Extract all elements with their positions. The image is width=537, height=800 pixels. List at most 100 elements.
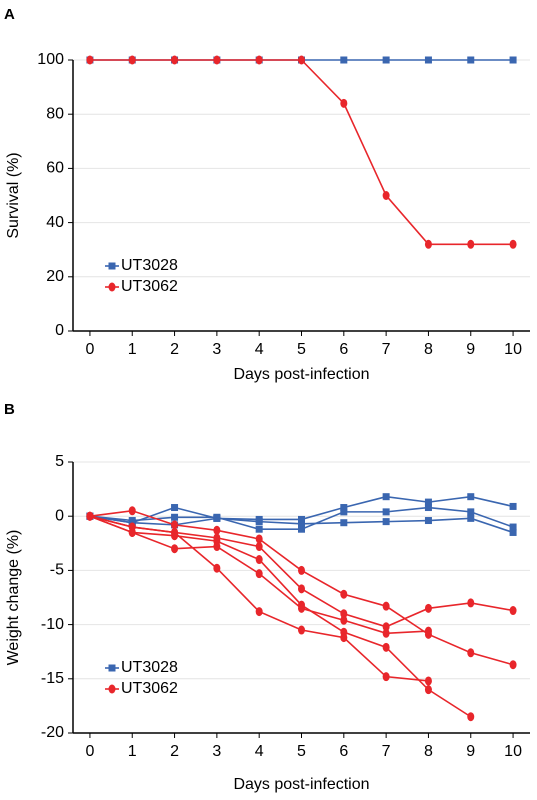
data-point (255, 55, 263, 65)
data-point (171, 504, 179, 512)
y-tick-label: -20 (41, 724, 64, 741)
legend-marker (108, 262, 116, 270)
x-tick-label: 2 (170, 341, 179, 358)
data-point (467, 598, 475, 608)
data-point (171, 55, 179, 65)
data-point (298, 515, 305, 523)
series-line (89, 515, 472, 718)
x-tick-label: 1 (128, 341, 137, 358)
data-point (467, 56, 475, 64)
data-point (467, 514, 475, 522)
x-tick-label: 7 (382, 743, 391, 760)
data-point (298, 520, 305, 528)
legend-label: UT3062 (121, 278, 178, 295)
data-point (213, 563, 221, 573)
x-tick-label: 6 (339, 341, 348, 358)
data-point (340, 615, 348, 625)
x-tick-label: 5 (297, 743, 306, 760)
data-point (340, 98, 348, 108)
series-line (89, 59, 514, 246)
legend-label: UT3062 (121, 680, 178, 697)
data-point (509, 528, 517, 536)
data-point (467, 712, 475, 722)
legend-marker (108, 664, 116, 672)
data-point (424, 603, 432, 613)
data-point (424, 685, 432, 695)
data-point (255, 518, 263, 526)
x-tick-label: 6 (339, 743, 348, 760)
x-tick-label: 5 (297, 341, 306, 358)
data-point (213, 525, 221, 535)
data-point (424, 504, 432, 512)
legend-label: UT3028 (121, 257, 178, 274)
data-point (509, 502, 517, 510)
x-tick-label: 1 (128, 743, 137, 760)
data-point (171, 527, 179, 537)
data-point (467, 493, 475, 501)
data-point (509, 606, 517, 616)
x-tick-label: 4 (255, 743, 264, 760)
data-point (255, 607, 263, 617)
data-point (171, 513, 179, 521)
x-axis-label: Days post-infection (233, 366, 369, 383)
y-tick-label: -10 (41, 616, 64, 633)
data-point (340, 519, 348, 527)
data-point (382, 642, 390, 652)
y-tick-label: 60 (46, 160, 64, 177)
data-point (382, 628, 390, 638)
panel-label: B (4, 401, 15, 418)
y-tick-label: 0 (55, 507, 64, 524)
data-point (509, 523, 517, 531)
data-point (86, 511, 94, 521)
legend-marker (108, 684, 116, 694)
y-tick-label: -15 (41, 670, 64, 687)
x-tick-label: 0 (85, 341, 94, 358)
y-tick-label: 40 (46, 214, 64, 231)
data-point (382, 601, 390, 611)
data-point (213, 55, 221, 65)
data-point (86, 55, 94, 65)
x-tick-label: 9 (466, 341, 475, 358)
legend-marker (108, 282, 116, 292)
x-tick-label: 8 (424, 341, 433, 358)
data-point (424, 517, 432, 525)
data-point (340, 504, 348, 512)
x-tick-label: 10 (504, 743, 522, 760)
data-point (382, 622, 390, 632)
legend-label: UT3028 (121, 659, 178, 676)
data-point (213, 542, 221, 552)
x-tick-label: 8 (424, 743, 433, 760)
data-point (128, 527, 136, 537)
data-point (298, 584, 305, 594)
x-tick-label: 9 (466, 743, 475, 760)
data-point (424, 56, 432, 64)
data-point (424, 626, 432, 636)
data-point (340, 609, 348, 619)
data-point (340, 589, 348, 599)
data-point (298, 525, 305, 533)
data-point (255, 525, 263, 533)
y-tick-label: 5 (55, 453, 64, 470)
data-point (255, 534, 263, 544)
data-point (509, 56, 517, 64)
data-point (255, 569, 263, 579)
y-tick-label: 20 (46, 268, 64, 285)
data-point (509, 660, 517, 670)
y-tick-label: 0 (55, 322, 64, 339)
x-tick-label: 0 (85, 743, 94, 760)
data-point (424, 239, 432, 249)
x-tick-label: 2 (170, 743, 179, 760)
data-point (128, 506, 136, 516)
x-tick-label: 4 (255, 341, 264, 358)
data-point (128, 55, 136, 65)
data-point (213, 514, 221, 522)
x-tick-label: 3 (212, 341, 221, 358)
data-point (382, 672, 390, 682)
y-tick-label: 100 (37, 51, 64, 68)
data-point (340, 56, 348, 64)
data-point (171, 520, 179, 530)
data-point (171, 544, 179, 554)
data-point (467, 508, 475, 516)
data-point (298, 565, 305, 575)
